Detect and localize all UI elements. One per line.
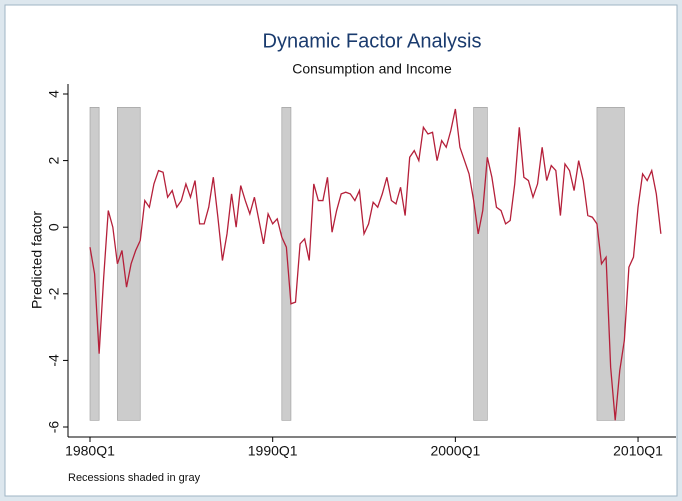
y-tick-label: 4 — [46, 90, 62, 98]
data-line — [89, 108, 662, 421]
y-tick-label: -2 — [46, 287, 62, 300]
x-tick-label: 1990Q1 — [248, 443, 298, 459]
recession-band — [117, 107, 141, 421]
chart-title: Dynamic Factor Analysis — [263, 30, 482, 52]
x-tick-label: 2000Q1 — [430, 443, 480, 459]
y-axis-title: Predicted factor — [29, 211, 45, 309]
y-tick-label: -4 — [46, 354, 62, 367]
note: Recessions shaded in gray — [68, 472, 201, 484]
recession-band — [89, 107, 100, 421]
chart-subtitle: Consumption and Income — [292, 61, 452, 77]
y-tick-label: -6 — [46, 421, 62, 434]
x-tick-label: 2010Q1 — [613, 443, 663, 459]
y-tick-label: 0 — [46, 223, 62, 231]
x-tick-label: 1980Q1 — [65, 443, 115, 459]
recession-band — [473, 107, 488, 421]
recession-band — [281, 107, 292, 421]
graph-region — [4, 4, 678, 497]
y-tick-label: 2 — [46, 156, 62, 164]
